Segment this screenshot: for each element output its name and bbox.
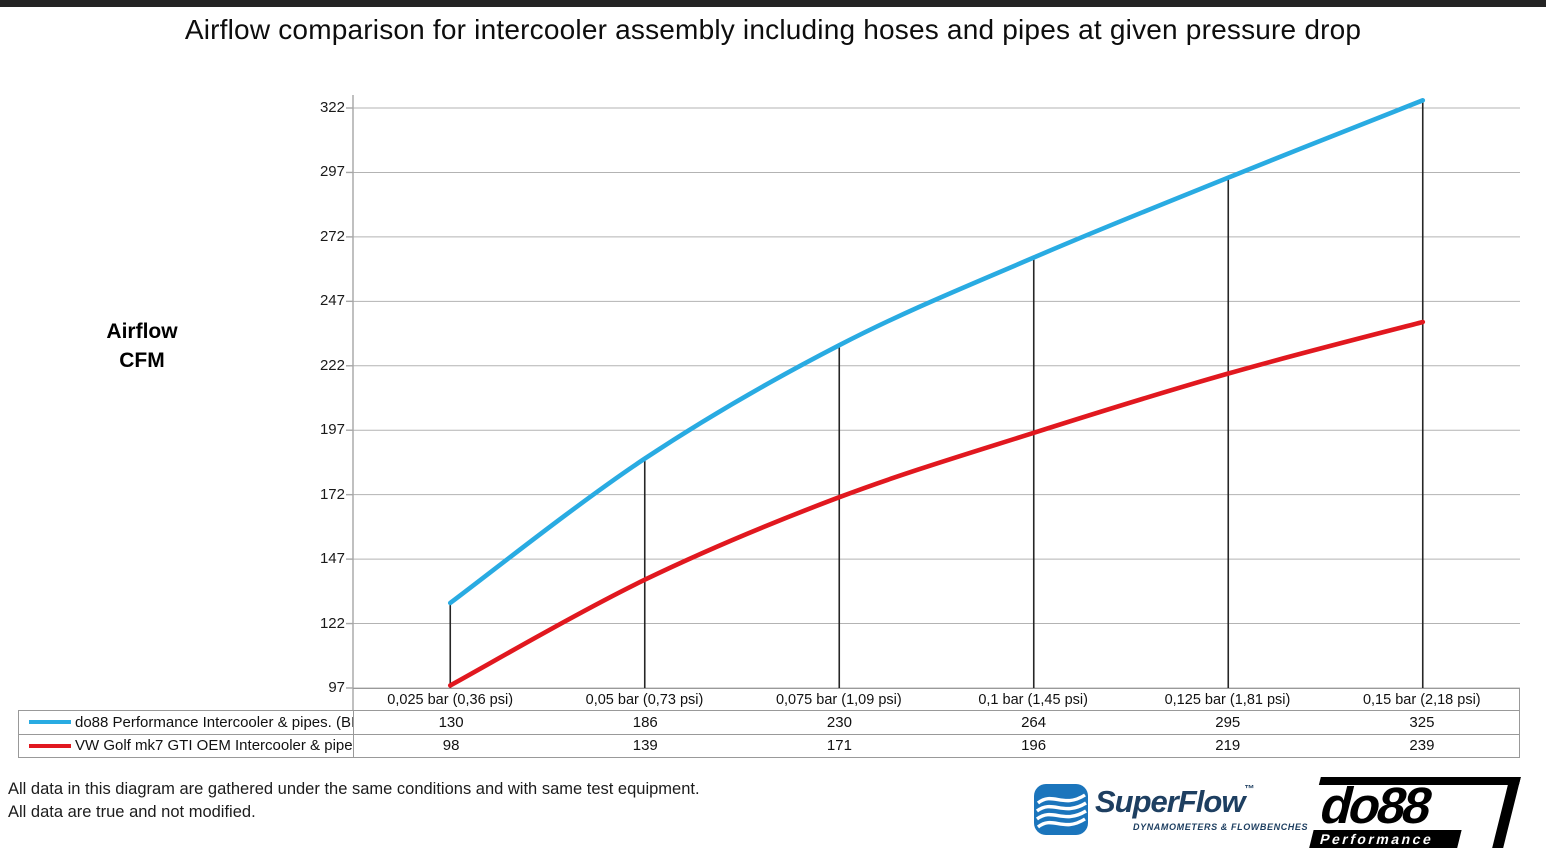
value-cell: 130 (438, 713, 464, 731)
footer-line1: All data in this diagram are gathered un… (8, 780, 700, 798)
legend-key-cell: VW Golf mk7 GTI OEM Intercooler & pipes (19, 734, 354, 757)
y-tick-label: 197 (319, 421, 345, 439)
value-cell: 186 (632, 713, 658, 731)
value-cell: 139 (632, 737, 658, 755)
do88-wordmark: do88 (1314, 777, 1436, 834)
y-tick-label: 222 (319, 356, 345, 374)
y-tick-label: 272 (319, 227, 345, 245)
value-cell: 171 (826, 737, 852, 755)
top-strip (0, 0, 1546, 7)
superflow-icon (1034, 784, 1088, 835)
x-category-label: 0,05 bar (0,73 psi) (585, 691, 704, 708)
series-name: VW Golf mk7 GTI OEM Intercooler & pipes (75, 737, 354, 755)
table-row: do88 Performance Intercooler & pipes. (B… (19, 711, 1519, 735)
table-row: VW Golf mk7 GTI OEM Intercooler & pipes 9… (19, 734, 1519, 758)
value-cell: 219 (1215, 737, 1241, 755)
x-category-label: 0,15 bar (2,18 psi) (1362, 691, 1481, 708)
y-tick-label: 147 (319, 550, 345, 568)
y-axis-label-line1: Airflow (106, 320, 178, 343)
value-cell: 239 (1409, 737, 1435, 755)
value-cells: 98 139 171 196 219 239 (354, 735, 1519, 758)
series-name: do88 Performance Intercooler & pipes. (B… (75, 713, 353, 731)
y-axis-label-line2: CFM (119, 349, 165, 372)
x-category-label: 0,125 bar (1,81 psi) (1164, 691, 1291, 708)
value-cell: 325 (1409, 713, 1435, 731)
value-cell: 196 (1021, 737, 1047, 755)
y-tick-label: 97 (328, 679, 345, 696)
y-tick-label: 247 (319, 292, 345, 310)
chart-title: Airflow comparison for intercooler assem… (184, 14, 1362, 45)
x-category-label: 0,1 bar (1,45 psi) (978, 691, 1088, 708)
legend-line-swatch (29, 720, 71, 725)
x-axis-label-row: 0,025 bar (0,36 psi) 0,05 bar (0,73 psi) 0… (353, 688, 1520, 710)
value-cell: 230 (826, 713, 852, 731)
data-table: do88 Performance Intercooler & pipes. (B… (18, 710, 1520, 758)
x-category-label: 0,025 bar (0,36 psi) (387, 691, 514, 708)
do88-performance-banner: Performance (1309, 830, 1462, 848)
superflow-logo: SuperFlow™ DYNAMOMETERS & FLOWBENCHES (1033, 781, 1313, 843)
y-tick-label: 322 (319, 99, 345, 116)
value-cells: 130 186 230 264 295 325 (354, 711, 1519, 734)
legend-line-swatch (29, 743, 71, 748)
legend-key-cell: do88 Performance Intercooler & pipes. (B… (19, 711, 354, 734)
value-cell: 264 (1021, 713, 1047, 731)
value-cell: 295 (1215, 713, 1241, 731)
x-category-label: 0,075 bar (1,09 psi) (775, 691, 902, 708)
value-cell: 98 (442, 737, 460, 755)
do88-logo: do88 Performance (1309, 777, 1521, 848)
superflow-wordmark: SuperFlow™ (1095, 784, 1254, 819)
y-axis-label: Airflow CFM (62, 317, 222, 375)
y-tick-label: 122 (319, 614, 345, 632)
series-line (447, 319, 1426, 688)
y-tick-label: 297 (319, 163, 345, 181)
y-tick-label: 172 (319, 485, 345, 503)
series-line (447, 98, 1426, 606)
trademark-symbol: ™ (1244, 784, 1254, 795)
superflow-tagline: DYNAMOMETERS & FLOWBENCHES (1133, 822, 1309, 832)
footer-line2: All data are true and not modified. (8, 803, 256, 821)
footer-note: All data in this diagram are gathered un… (8, 778, 700, 824)
